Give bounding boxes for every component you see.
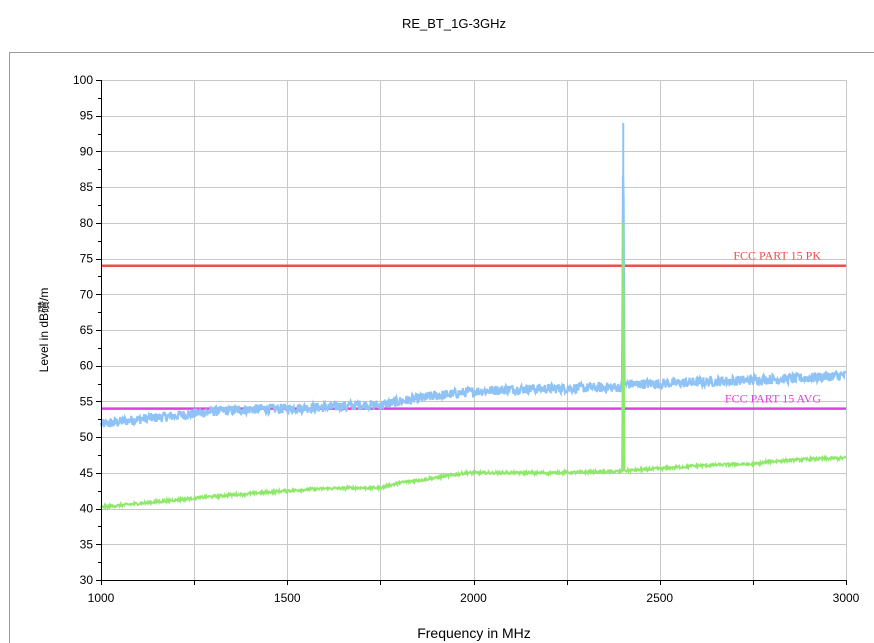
x-axis-label: Frequency in MHz xyxy=(417,625,531,641)
limit-labels: FCC PART 15 PK FCC PART 15 AVG xyxy=(725,249,821,406)
x-tick-label: 1500 xyxy=(274,591,301,605)
y-tick-label: 55 xyxy=(80,394,94,408)
chart-frame xyxy=(9,52,874,643)
y-tick-label: 45 xyxy=(80,466,94,480)
y-axis-label: Level in dB礸/m xyxy=(37,288,51,373)
x-tick-label: 2000 xyxy=(460,591,487,605)
limit-label-1: FCC PART 15 PK xyxy=(733,249,821,263)
y-tick-label: 40 xyxy=(80,502,94,516)
series-line-1 xyxy=(99,175,847,428)
chart-title: RE_BT_1G-3GHz xyxy=(402,16,506,31)
x-tick-label: 2500 xyxy=(646,591,673,605)
x-tick-label: 1000 xyxy=(88,591,115,605)
axes xyxy=(101,80,846,581)
y-tick-label: 30 xyxy=(80,573,94,587)
y-tick-label: 60 xyxy=(80,359,94,373)
y-tick-label: 100 xyxy=(73,73,93,87)
ticks: 1000 1500 2000 2500 3000 30 35 40 45 50 55 60 65 70 75… xyxy=(73,73,860,605)
y-tick-label: 70 xyxy=(80,287,94,301)
series-line-2 xyxy=(100,270,847,512)
y-tick-label: 85 xyxy=(80,180,94,194)
y-tick-label: 35 xyxy=(80,537,94,551)
y-tick-label: 95 xyxy=(80,109,94,123)
y-tick-label: 80 xyxy=(80,216,94,230)
limit-label-2: FCC PART 15 AVG xyxy=(725,392,821,406)
y-tick-label: 50 xyxy=(80,430,94,444)
y-tick-label: 90 xyxy=(80,144,94,158)
y-tick-label: 75 xyxy=(80,252,94,266)
data-series xyxy=(99,122,847,512)
y-tick-label: 65 xyxy=(80,323,94,337)
x-tick-label: 3000 xyxy=(833,591,860,605)
